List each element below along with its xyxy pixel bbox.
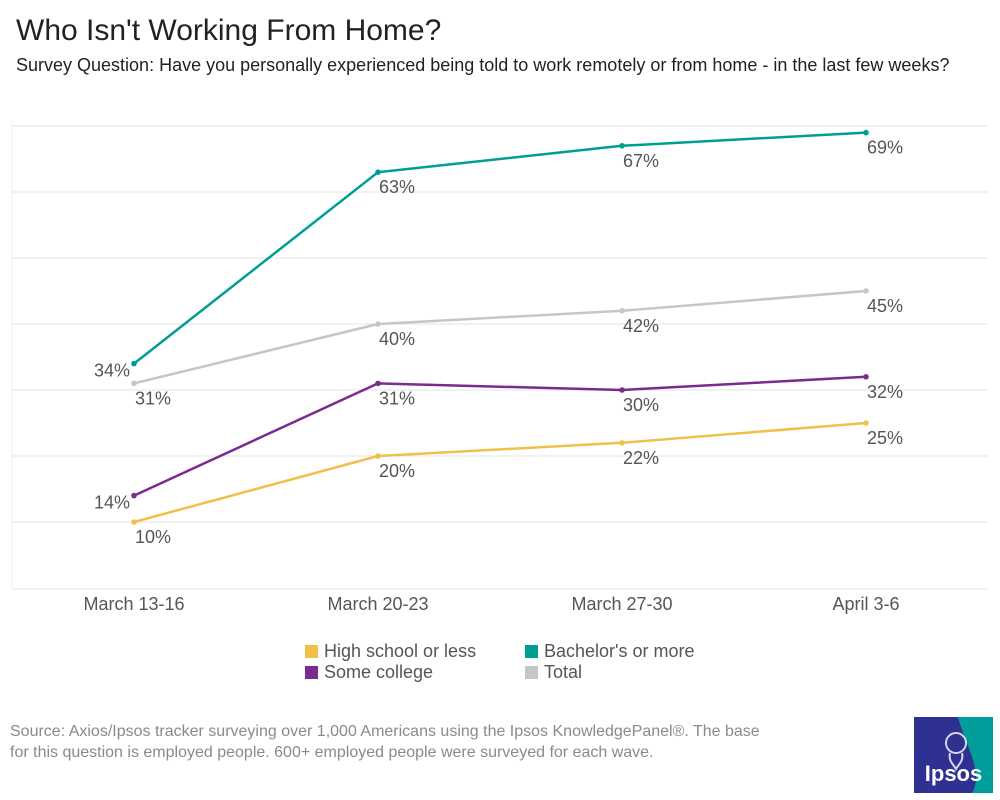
legend-label: Total (544, 662, 583, 682)
legend-swatch (305, 666, 318, 679)
logo-wordmark: Ipsos (924, 761, 983, 786)
data-point (375, 380, 381, 387)
data-label: 34% (94, 361, 130, 381)
data-point (863, 420, 869, 426)
x-axis-tick-labels: March 13-16 March 20-23 March 27-30 April 3… (83, 594, 899, 614)
legend-item-some-college: Some college (305, 662, 525, 683)
data-point (375, 321, 381, 327)
series-line (133, 421, 867, 524)
data-label: 30% (623, 395, 659, 415)
data-label: 20% (379, 461, 415, 481)
x-tick-label: March 20-23 (327, 594, 428, 614)
data-point (863, 374, 869, 380)
x-tick-label: April 3-6 (832, 594, 899, 614)
series-lines (133, 131, 867, 524)
gridlines (11, 122, 988, 590)
legend-swatch (525, 666, 538, 679)
ipsos-logo-mark (914, 717, 993, 793)
ipsos-logo: Ipsos (914, 717, 993, 793)
data-point (863, 129, 869, 136)
legend-swatch (525, 645, 538, 658)
series-line (133, 131, 867, 365)
legend-label: Some college (324, 662, 434, 682)
legend-item-total: Total (525, 662, 745, 683)
data-label: 42% (623, 316, 659, 336)
series-points (131, 129, 869, 525)
data-label: 31% (379, 388, 415, 408)
data-label: 31% (135, 388, 171, 408)
data-label: 10% (135, 527, 171, 547)
data-point (131, 519, 137, 525)
line-chart: 10% 20% 22% 25% 34% 63% 67% 69% 14% 31% 30% 32% 31% 4… (11, 122, 988, 614)
data-point (131, 380, 137, 387)
legend-item-bachelors: Bachelor's or more (525, 641, 745, 662)
data-point (131, 492, 137, 499)
data-label: 63% (379, 177, 415, 197)
legend-item-high-school: High school or less (305, 641, 525, 662)
data-point (375, 453, 381, 459)
data-point (863, 288, 869, 294)
data-label: 14% (94, 493, 130, 513)
source-note: Source: Axios/Ipsos tracker surveying ov… (10, 723, 760, 761)
data-point (131, 360, 137, 367)
data-point (619, 308, 625, 314)
data-label: 67% (623, 151, 659, 171)
data-label: 25% (867, 428, 903, 448)
series-line (133, 289, 867, 385)
series-line (133, 375, 867, 497)
legend-label: High school or less (324, 641, 477, 661)
data-point (375, 169, 381, 175)
data-label: 40% (379, 329, 415, 349)
legend-label: Bachelor's or more (544, 641, 695, 661)
x-tick-label: March 13-16 (83, 594, 184, 614)
chart-title: Who Isn't Working From Home? (16, 14, 442, 47)
data-label: 22% (623, 448, 659, 468)
data-labels: 10% 20% 22% 25% 34% 63% 67% 69% 14% 31% 30% 32% 31% 4… (94, 138, 903, 547)
x-tick-label: March 27-30 (571, 594, 672, 614)
data-point (619, 143, 625, 149)
data-label: 32% (867, 382, 903, 402)
legend: High school or less Bachelor's or more S… (305, 641, 765, 683)
data-label: 69% (867, 138, 903, 158)
chart-subtitle: Survey Question: Have you personally exp… (16, 55, 950, 75)
legend-swatch (305, 645, 318, 658)
data-label: 45% (867, 296, 903, 316)
data-point (619, 440, 625, 446)
data-point (619, 387, 625, 393)
